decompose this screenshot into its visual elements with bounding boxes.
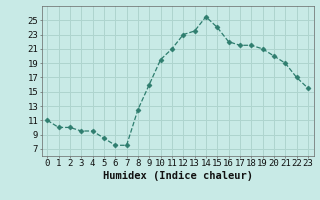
X-axis label: Humidex (Indice chaleur): Humidex (Indice chaleur) (103, 171, 252, 181)
